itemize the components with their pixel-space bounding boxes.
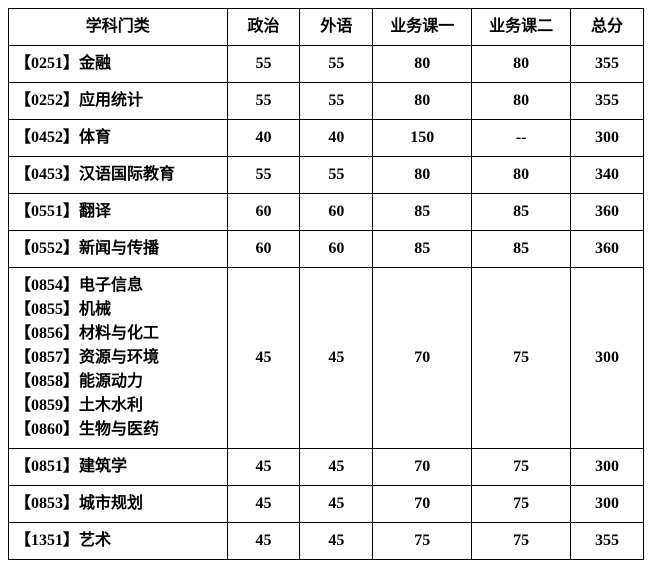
table-row: 【0251】金融55558080355 [9,46,644,83]
cell-politics: 55 [227,83,300,120]
header-subject: 学科门类 [9,9,228,46]
cell-subject: 【0453】汉语国际教育 [9,157,228,194]
cell-total: 300 [571,449,644,486]
cell-course1: 70 [373,486,472,523]
cell-subject: 【0851】建筑学 [9,449,228,486]
cell-foreign: 45 [300,449,373,486]
cell-politics: 55 [227,157,300,194]
cell-subject: 【0252】应用统计 [9,83,228,120]
cell-subject: 【0551】翻译 [9,194,228,231]
cell-subject: 【1351】艺术 [9,523,228,560]
cell-course2: 75 [472,268,571,449]
cell-foreign: 45 [300,486,373,523]
table-body: 【0251】金融55558080355【0252】应用统计55558080355… [9,46,644,560]
table-row: 【0853】城市规划45457075300 [9,486,644,523]
cell-foreign: 60 [300,231,373,268]
header-foreign: 外语 [300,9,373,46]
cell-total: 300 [571,120,644,157]
cell-course1: 70 [373,449,472,486]
header-total: 总分 [571,9,644,46]
cell-course1: 85 [373,231,472,268]
cell-total: 355 [571,83,644,120]
cell-foreign: 40 [300,120,373,157]
cell-course1: 80 [373,157,472,194]
cell-subject: 【0853】城市规划 [9,486,228,523]
cell-course2: 80 [472,46,571,83]
table-row: 【0854】电子信息 【0855】机械 【0856】材料与化工 【0857】资源… [9,268,644,449]
cell-subject: 【0452】体育 [9,120,228,157]
cell-course2: 75 [472,523,571,560]
score-table: 学科门类 政治 外语 业务课一 业务课二 总分 【0251】金融55558080… [8,8,644,560]
cell-politics: 55 [227,46,300,83]
table-row: 【0551】翻译60608585360 [9,194,644,231]
cell-course2: 85 [472,231,571,268]
cell-course2: 80 [472,157,571,194]
cell-course2: 75 [472,449,571,486]
cell-foreign: 55 [300,46,373,83]
header-course2: 业务课二 [472,9,571,46]
cell-subject: 【0251】金融 [9,46,228,83]
cell-course1: 85 [373,194,472,231]
table-row: 【0252】应用统计55558080355 [9,83,644,120]
table-row: 【0453】汉语国际教育55558080340 [9,157,644,194]
cell-total: 355 [571,523,644,560]
table-row: 【0851】建筑学45457075300 [9,449,644,486]
cell-course2: 75 [472,486,571,523]
cell-politics: 45 [227,449,300,486]
cell-politics: 60 [227,194,300,231]
cell-politics: 40 [227,120,300,157]
cell-course2: -- [472,120,571,157]
cell-course1: 70 [373,268,472,449]
cell-foreign: 55 [300,157,373,194]
cell-politics: 45 [227,523,300,560]
cell-foreign: 60 [300,194,373,231]
table-row: 【0452】体育4040150--300 [9,120,644,157]
cell-course1: 80 [373,83,472,120]
cell-politics: 45 [227,486,300,523]
cell-politics: 60 [227,231,300,268]
cell-subject: 【0854】电子信息 【0855】机械 【0856】材料与化工 【0857】资源… [9,268,228,449]
cell-subject: 【0552】新闻与传播 [9,231,228,268]
table-row: 【1351】艺术45457575355 [9,523,644,560]
cell-course1: 75 [373,523,472,560]
cell-foreign: 45 [300,523,373,560]
cell-total: 355 [571,46,644,83]
cell-course2: 85 [472,194,571,231]
cell-total: 300 [571,268,644,449]
cell-course2: 80 [472,83,571,120]
cell-foreign: 55 [300,83,373,120]
cell-foreign: 45 [300,268,373,449]
table-header-row: 学科门类 政治 外语 业务课一 业务课二 总分 [9,9,644,46]
header-course1: 业务课一 [373,9,472,46]
header-politics: 政治 [227,9,300,46]
table-row: 【0552】新闻与传播60608585360 [9,231,644,268]
cell-politics: 45 [227,268,300,449]
cell-course1: 150 [373,120,472,157]
cell-total: 360 [571,194,644,231]
cell-total: 360 [571,231,644,268]
cell-total: 300 [571,486,644,523]
cell-total: 340 [571,157,644,194]
cell-course1: 80 [373,46,472,83]
